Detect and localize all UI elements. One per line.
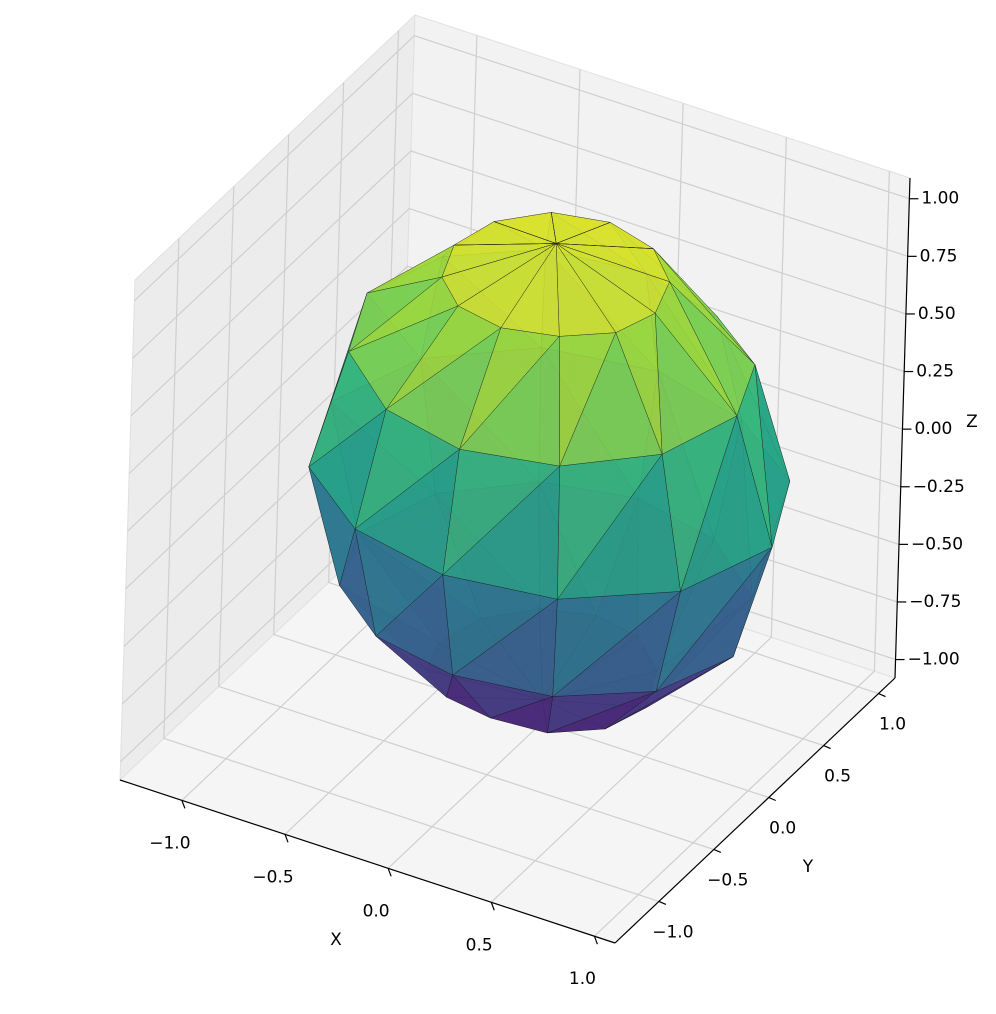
z-tick-label: 0.00 <box>915 419 953 439</box>
z-tick-label: 1.00 <box>921 189 959 209</box>
x-tick-label: 0.0 <box>363 901 390 921</box>
grid-line <box>273 134 769 799</box>
grid-line <box>130 150 907 417</box>
z-tick-label: −1.00 <box>908 650 960 670</box>
x-tick-label: 1.0 <box>569 969 596 989</box>
z-tick-label: 0.25 <box>916 362 954 382</box>
y-tick-label: 1.0 <box>879 715 906 735</box>
x-tick-label: 0.5 <box>466 935 493 955</box>
surface-triangle <box>557 453 663 600</box>
grid-line <box>163 238 660 902</box>
y-tick-label: −0.5 <box>707 871 748 891</box>
x-tick-label: −0.5 <box>252 867 293 887</box>
tick-mark <box>823 744 831 750</box>
tick-mark <box>181 800 186 809</box>
tick-mark <box>658 900 667 905</box>
y-tick-label: 0.0 <box>769 819 796 839</box>
y-axis-label: Y <box>802 857 814 877</box>
tick-mark <box>713 848 722 854</box>
tick-mark <box>878 693 886 698</box>
tick-mark <box>768 796 776 802</box>
y-tick-label: −1.0 <box>652 922 693 942</box>
z-axis-label: Z <box>966 412 978 432</box>
z-tick-label: −0.75 <box>909 592 961 612</box>
tick-mark <box>490 902 495 911</box>
x-axis-label: X <box>330 930 342 950</box>
surface-triangle <box>459 335 560 467</box>
grid-line <box>133 35 910 302</box>
z-axis-line <box>894 177 911 679</box>
grid-line <box>128 207 905 474</box>
x-tick-label: −1.0 <box>149 833 190 853</box>
z-tick-label: 0.75 <box>920 246 958 266</box>
x-axis-line <box>119 779 616 944</box>
y-axis-line <box>614 677 896 944</box>
y-tick-label: 0.5 <box>824 767 851 787</box>
z-tick-label: −0.50 <box>911 534 963 554</box>
tick-mark <box>387 868 392 877</box>
tick-mark <box>593 935 598 945</box>
grid-line <box>490 137 787 903</box>
grid-line <box>132 92 908 359</box>
grid-line <box>593 171 890 937</box>
grid-line <box>218 186 714 851</box>
z-tick-label: 0.50 <box>918 304 956 324</box>
tick-mark <box>284 834 289 843</box>
z-tick-label: −0.25 <box>913 477 965 497</box>
